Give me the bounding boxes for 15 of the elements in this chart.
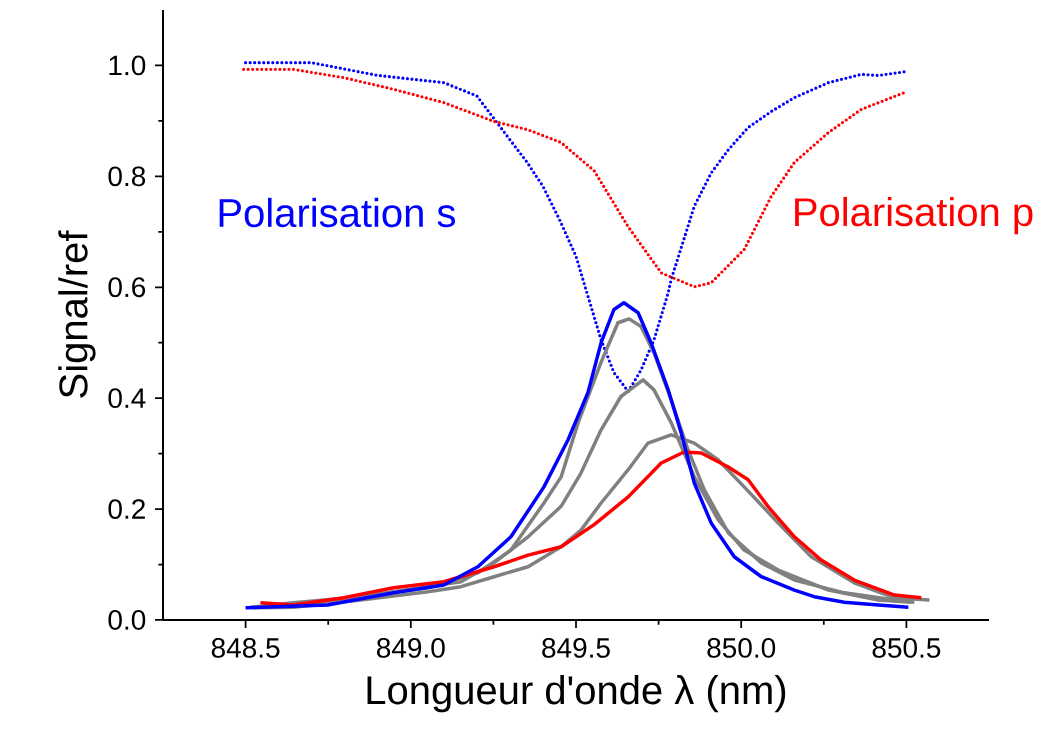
series-label: Polarisation s — [219, 197, 455, 228]
y-tick-label: 0.6 — [108, 277, 146, 298]
x-tick-label: 850.0 — [707, 638, 776, 658]
x-axis-title: Longueur d'onde λ (nm) — [367, 675, 786, 713]
x-tick-label: 849.0 — [376, 638, 445, 658]
y-tick-label: 0.8 — [108, 166, 146, 187]
y-tick-label: 1.0 — [109, 55, 146, 76]
y-axis-title: Signal/ref — [58, 230, 96, 398]
y-tick-label: 0.2 — [108, 499, 145, 519]
y-tick-label: 0.0 — [108, 610, 146, 630]
y-tick-label: 0.4 — [108, 388, 146, 409]
x-tick-label: 849.5 — [542, 638, 610, 658]
x-tick-label: 848.5 — [211, 638, 280, 658]
series-label: Polarisation p — [795, 196, 1033, 235]
x-tick-label: 850.5 — [872, 638, 941, 658]
